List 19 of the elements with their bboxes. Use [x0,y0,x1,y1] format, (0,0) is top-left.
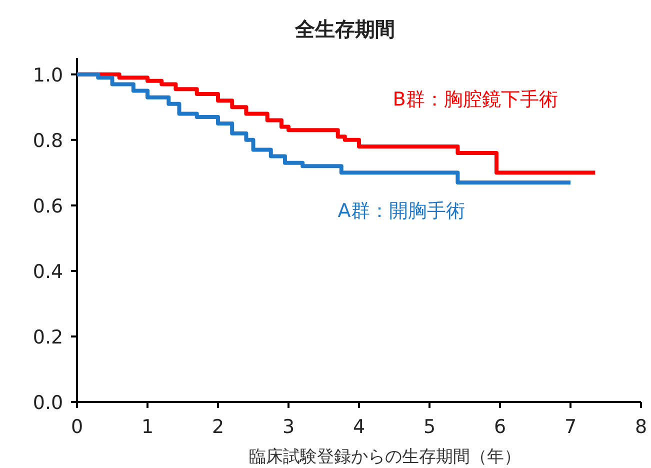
series-label: B群：胸腔鏡下手術 [392,88,558,111]
chart-title: 全生存期間 [294,17,395,41]
y-tick-label: 0.2 [32,326,64,348]
x-tick-label: 2 [212,416,224,438]
x-tick-label: 7 [564,416,577,438]
x-tick-label: 8 [634,416,648,438]
x-tick-label: 6 [494,416,506,438]
y-tick-label: 1.0 [32,64,64,86]
y-tick-label: 0.0 [32,392,64,414]
x-tick-label: 1 [141,416,154,438]
x-tick-label: 5 [423,416,436,438]
x-axis-title: 臨床試験登録からの生存期間（年） [249,447,521,467]
series-label: A群：開胸手術 [338,200,465,222]
x-tick-label: 4 [352,416,366,438]
x-tick-label: 3 [282,416,295,438]
y-tick-label: 0.8 [32,130,64,152]
y-tick-label: 0.6 [32,195,64,218]
y-tick-label: 0.4 [32,260,64,283]
x-tick-label: 0 [70,416,84,438]
